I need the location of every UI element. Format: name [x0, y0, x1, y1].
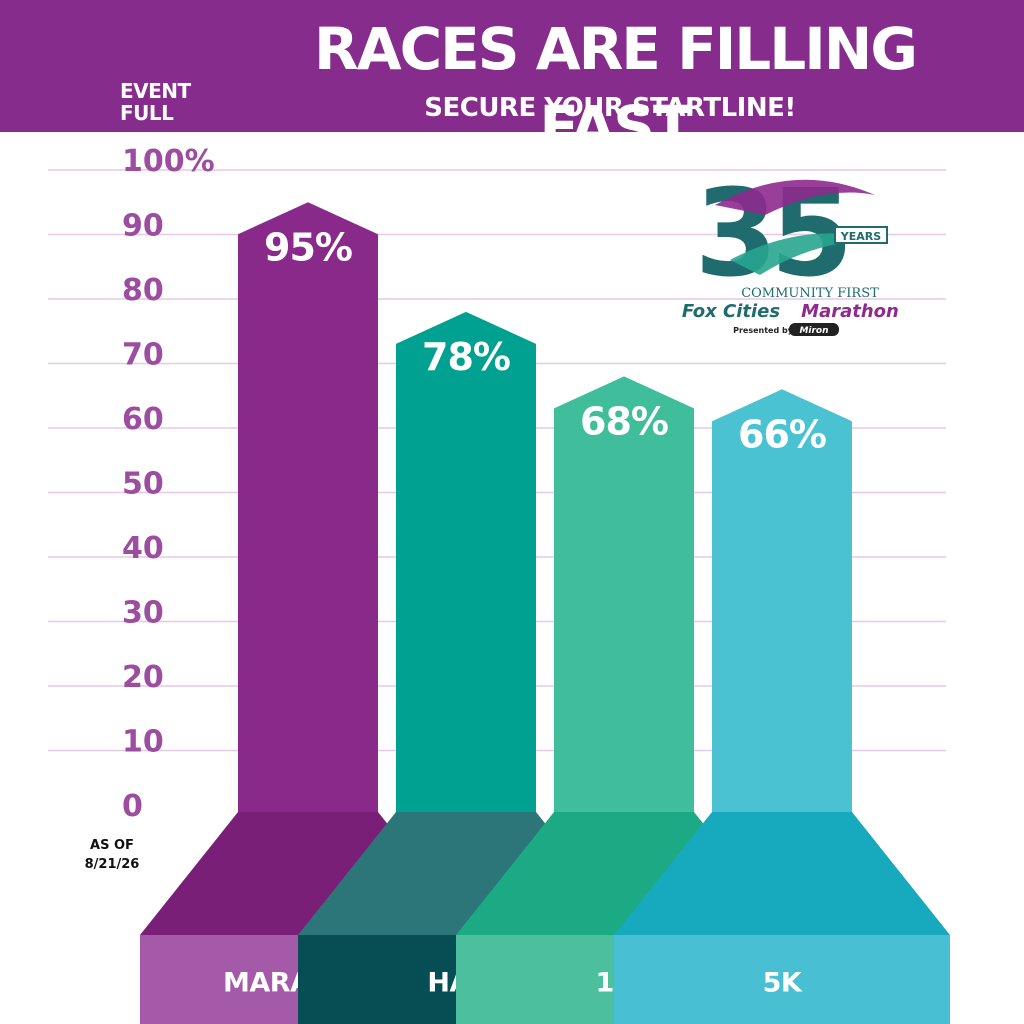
bar: [554, 376, 694, 812]
y-tick-label: 60: [122, 402, 164, 437]
data-label: 68%: [580, 399, 668, 443]
bar: [712, 389, 852, 812]
header-banner: [0, 0, 1024, 132]
y-tick-label: 10: [122, 725, 164, 760]
bar: [396, 311, 536, 812]
y-tick-label: 0: [122, 789, 143, 824]
y-axis-caption: EVENT FULL: [120, 80, 210, 124]
y-axis-caption-line2: FULL: [120, 101, 174, 125]
logo-line2-a: Fox Cities: [682, 301, 781, 322]
page-title: RACES ARE FILLING FAST: [314, 15, 918, 161]
bar-base: [614, 812, 950, 935]
bars: 95%MARATHON78%HALF68%10K66%5K: [140, 202, 950, 1024]
y-axis-ticks: 0 10 20 30 40 50 60 70 80 90 100%: [122, 144, 215, 824]
y-tick-label: 20: [122, 660, 164, 695]
as-of-label: AS OF: [90, 838, 134, 853]
as-of-note: AS OF 8/21/26: [72, 836, 152, 874]
y-tick-label: 80: [122, 273, 164, 308]
logo-years-badge: [834, 226, 888, 244]
logo-line2-b: Marathon: [801, 301, 899, 322]
data-label: 78%: [422, 335, 510, 379]
bar-group: 66% 5K: [614, 389, 950, 1024]
page-subtitle: SECURE YOUR STARTLINE!: [424, 93, 796, 123]
category-label: 5K: [763, 968, 803, 999]
logo-sponsor: Miron: [799, 326, 828, 336]
logo-presented-by: Presented by: [733, 326, 794, 335]
y-tick-label: 30: [122, 596, 164, 631]
logo-line1: COMMUNITY FIRST: [741, 286, 879, 301]
y-axis-caption-line1: EVENT: [120, 79, 191, 103]
y-tick-label: 50: [122, 467, 164, 502]
y-tick-label: 100%: [122, 144, 215, 179]
logo-swoosh-teal: [730, 233, 880, 275]
logo-swoosh: [715, 179, 875, 215]
data-label: 66%: [738, 412, 826, 456]
data-label: 95%: [264, 225, 352, 269]
as-of-date: 8/21/26: [84, 857, 140, 872]
bar: [238, 202, 378, 812]
logo-years: YEARS: [840, 230, 881, 243]
fox-cities-marathon-logo: 35 YEARS COMMUNITY FIRST Fox Cities Mara…: [682, 165, 899, 336]
logo-sponsor-badge: [789, 323, 839, 336]
y-tick-label: 40: [122, 531, 164, 566]
y-tick-label: 70: [122, 338, 164, 373]
y-tick-label: 90: [122, 209, 164, 244]
category-box: [614, 935, 950, 1024]
